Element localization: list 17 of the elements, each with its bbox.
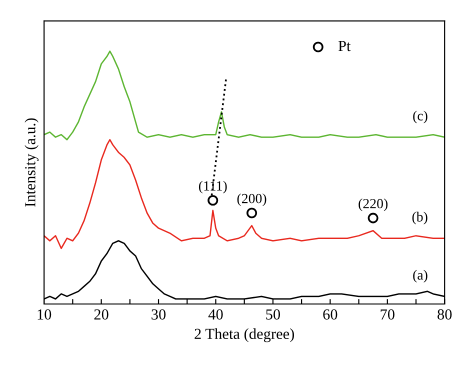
annotation: (220) xyxy=(358,198,388,212)
x-tick-label: 40 xyxy=(208,309,223,320)
x-tick-label: 20 xyxy=(94,309,108,320)
x-tick-label: 60 xyxy=(323,309,338,320)
x-axis-title: 2 Theta (degree) xyxy=(194,328,294,342)
x-tick-label: 70 xyxy=(380,309,394,320)
x-tick-label: 10 xyxy=(38,309,52,320)
x-tick-label: 30 xyxy=(152,309,166,320)
series-label: (a) xyxy=(413,270,428,283)
annotation: (111) xyxy=(198,180,227,194)
legend-label: Pt xyxy=(338,41,351,52)
x-tick-label: 50 xyxy=(266,309,280,320)
series-label: (b) xyxy=(412,212,428,224)
annotation: (200) xyxy=(237,193,266,206)
series-label: (c) xyxy=(413,110,428,124)
x-tick-label: 80 xyxy=(438,309,452,320)
y-axis-title: Intensity (a.u.) xyxy=(24,118,39,207)
